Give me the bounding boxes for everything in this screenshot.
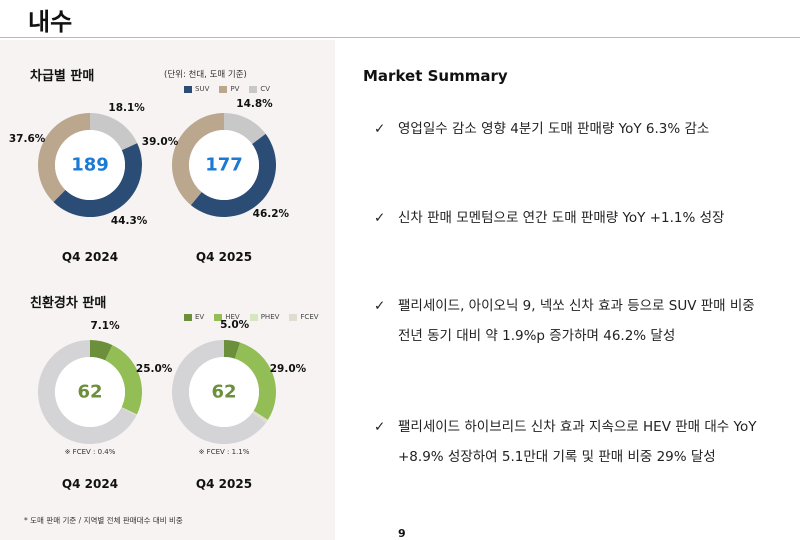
legend-segment: SUV PV CV [184,85,270,93]
bullet-text: 팰리세이드, 아이오닉 9, 넥쏘 신차 효과 등으로 SUV 판매 비중 [398,298,755,314]
donut-charts [38,113,277,444]
donut-slice-fcev [121,407,137,416]
donut-slice-suv [190,133,277,218]
unit-note: (단위: 천대, 도매 기준) [164,70,247,80]
period-label: Q4 2025 [195,250,253,264]
check-icon: ✓ [374,121,386,137]
page-title: 내수 [28,8,73,36]
legend-item: EV [184,313,204,321]
fcev-note: ※ FCEV : 0.4% [64,448,116,456]
divider [0,37,800,38]
legend-eco: EV HEV PHEV FCEV [184,313,319,321]
check-icon: ✓ [374,419,386,435]
donut-slice-pv [38,113,90,202]
fcev-note: ※ FCEV : 1.1% [198,448,250,456]
donut-total: 62 [77,381,103,403]
slice-label: 25.0% [135,363,173,376]
donut-slice-hev [105,345,142,415]
left-panel [0,40,335,540]
legend-label: FCEV [300,313,319,321]
legend-swatch [184,313,192,321]
donut-hole [55,130,125,200]
page-number: 9 [398,527,406,540]
donut-slice-cv [224,113,266,145]
legend-swatch [249,313,258,321]
donut-slice-suv [53,143,143,218]
summary-title: Market Summary [363,67,508,85]
legend-swatch [289,313,298,321]
slice-label: 7.1% [90,319,120,332]
legend-item: HEV [214,313,240,321]
donut-slice-기타 [172,340,266,444]
section-title-segment: 차급별 판매 [30,69,95,84]
slice-label: 39.0% [141,135,179,148]
slice-label: 5.0% [220,318,250,331]
donut-slice-pv [172,113,224,206]
legend-item: PV [219,85,239,93]
donut-hole [189,130,259,200]
period-label: Q4 2024 [61,250,119,264]
donut-hole [189,357,259,427]
legend-item: CV [249,85,270,93]
donut-slice-hev [234,342,277,420]
legend-item: PHEV [249,313,280,321]
legend-swatch [219,85,228,93]
legend-swatch [214,313,223,321]
donut-slice-기타 [38,340,137,444]
period-label: Q4 2025 [195,477,253,491]
bullet-text: +8.9% 성장하여 5.1만대 기록 및 판매 비중 29% 달성 [398,449,716,465]
donut-slice-cv [90,113,138,151]
slice-label: 14.8% [236,98,273,111]
period-label: Q4 2024 [61,477,119,491]
slice-label: 44.3% [110,214,148,227]
donut-slice-ev [224,340,241,359]
donut-slice-fcev [252,410,268,423]
legend-item: SUV [184,85,209,93]
check-icon: ✓ [374,210,386,226]
legend-swatch [184,85,192,93]
legend-label: CV [260,85,271,93]
bullet-text: 영업일수 감소 영향 4분기 도매 판매량 YoY 6.3% 감소 [398,121,710,137]
legend-swatch [249,85,258,93]
legend-label: HEV [225,313,240,321]
legend-label: PHEV [260,313,280,321]
legend-label: SUV [195,85,210,93]
donut-total: 62 [211,381,237,403]
donut-total: 177 [205,154,243,176]
legend-item: FCEV [289,313,319,321]
slice-label: 18.1% [108,101,145,114]
donut-hole [55,357,125,427]
slice-label: 37.6% [8,133,46,146]
legend-label: EV [195,313,205,321]
slice-label: 29.0% [269,362,307,375]
bullet-text: 신차 판매 모멘텀으로 연간 도매 판매량 YoY +1.1% 성장 [398,210,725,226]
donut-total: 189 [71,154,109,176]
bullet-text: 팰리세이드 하이브리드 신차 효과 지속으로 HEV 판매 대수 YoY [398,419,757,435]
slice-label: 46.2% [252,208,290,221]
check-icon: ✓ [374,298,386,314]
section-title-eco: 친환경차 판매 [30,296,107,311]
footnote: * 도매 판매 기준 / 지역별 전체 판매대수 대비 비중 [24,516,183,525]
legend-label: PV [230,85,240,93]
donut-slice-ev [90,340,113,361]
bullet-text: 전년 동기 대비 약 1.9%p 증가하며 46.2% 달성 [398,328,676,344]
